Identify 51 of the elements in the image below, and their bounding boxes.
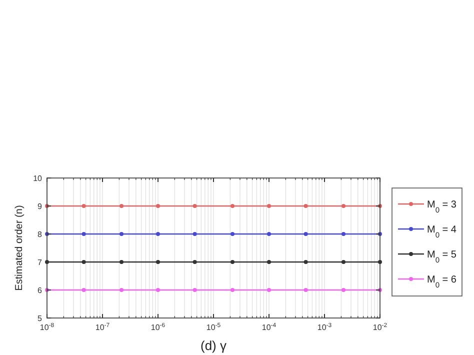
point (82, 204, 86, 208)
point (82, 288, 86, 292)
x-tick-label: 10$^{-2}$ (372, 322, 388, 332)
x-tick-label: 10$^{-3}$ (317, 322, 332, 332)
point (120, 260, 124, 264)
x-axis-title: (d) γ (200, 338, 227, 353)
point (304, 204, 308, 208)
legend-label: M$_{0}$ = 6 (427, 274, 457, 289)
point (230, 204, 235, 208)
point (267, 260, 271, 264)
point (156, 204, 160, 208)
point (120, 288, 124, 292)
point (304, 232, 308, 236)
legend-label: M$_{0}$ = 4 (427, 224, 457, 239)
point (267, 204, 271, 208)
point (304, 288, 308, 292)
point (82, 260, 86, 264)
point (342, 260, 346, 264)
y-tick-label: 6 (38, 286, 43, 295)
point (267, 232, 271, 236)
point (192, 204, 197, 208)
legend-label: M$_{0}$ = 5 (427, 250, 457, 264)
legend-label: M$_{0}$ = 3 (427, 200, 457, 214)
point (342, 288, 346, 292)
point (82, 232, 86, 236)
y-tick-label: 5 (38, 314, 43, 323)
x-tick-label: 10$^{-5}$ (206, 322, 222, 332)
y-tick-label: 8 (38, 230, 43, 239)
x-tick-label: 10$^{-8}$ (40, 322, 55, 332)
point (156, 288, 160, 292)
x-tick-label: 10$^{-6}$ (150, 322, 166, 332)
x-tick-label: 10$^{-7}$ (95, 322, 110, 332)
y-tick-label: 10 (33, 174, 43, 183)
point (230, 232, 235, 236)
point (192, 260, 197, 264)
point (120, 204, 124, 208)
point (230, 260, 235, 264)
x-tick-label: 10$^{-4}$ (262, 322, 277, 332)
point (267, 288, 271, 292)
point (192, 232, 197, 236)
point (342, 204, 346, 208)
y-tick-label: 9 (38, 202, 43, 211)
point (230, 288, 235, 292)
y-axis-title: Estimated order (n) (14, 205, 25, 291)
point (192, 288, 197, 292)
point (120, 232, 124, 236)
point (156, 260, 160, 264)
point (304, 260, 308, 264)
y-tick-label: 7 (38, 258, 43, 267)
point (342, 232, 346, 236)
point (156, 232, 160, 236)
